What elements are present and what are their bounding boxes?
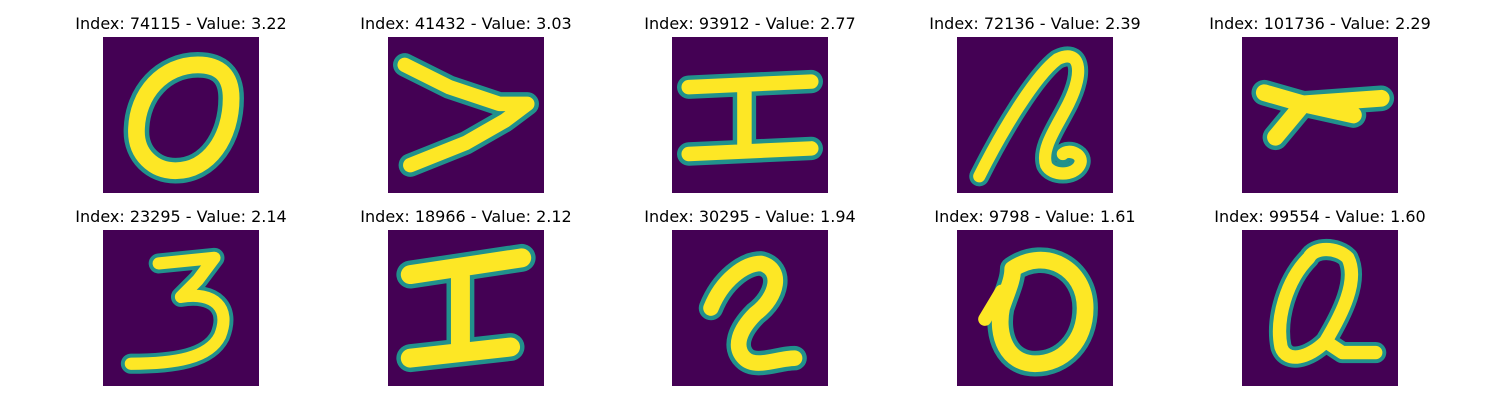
grid-panel-2: Index: 41432 - Value: 3.03	[360, 12, 572, 193]
grid-panel-3: Index: 93912 - Value: 2.77	[644, 12, 856, 193]
panel-title: Index: 23295 - Value: 2.14	[75, 207, 287, 226]
digit-image	[957, 37, 1113, 193]
grid-panel-9: Index: 9798 - Value: 1.61	[934, 205, 1136, 386]
panel-title: Index: 93912 - Value: 2.77	[644, 14, 856, 33]
digit-image	[388, 230, 544, 386]
grid-panel-8: Index: 30295 - Value: 1.94	[644, 205, 856, 386]
digit-image	[957, 230, 1113, 386]
digit-image	[1242, 230, 1398, 386]
panel-title: Index: 9798 - Value: 1.61	[934, 207, 1136, 226]
digit-image	[103, 230, 259, 386]
grid-panel-10: Index: 99554 - Value: 1.60	[1214, 205, 1426, 386]
panel-title: Index: 99554 - Value: 1.60	[1214, 207, 1426, 226]
grid-panel-5: Index: 101736 - Value: 2.29	[1209, 12, 1431, 193]
panel-title: Index: 74115 - Value: 3.22	[75, 14, 287, 33]
digit-image	[388, 37, 544, 193]
panel-title: Index: 72136 - Value: 2.39	[929, 14, 1141, 33]
grid-panel-4: Index: 72136 - Value: 2.39	[929, 12, 1141, 193]
grid-panel-6: Index: 23295 - Value: 2.14	[75, 205, 287, 386]
grid-panel-7: Index: 18966 - Value: 2.12	[360, 205, 572, 386]
digit-image	[672, 230, 828, 386]
panel-title: Index: 30295 - Value: 1.94	[644, 207, 856, 226]
digit-image	[1242, 37, 1398, 193]
panel-title: Index: 101736 - Value: 2.29	[1209, 14, 1431, 33]
panel-title: Index: 18966 - Value: 2.12	[360, 207, 572, 226]
grid-panel-1: Index: 74115 - Value: 3.22	[75, 12, 287, 193]
digit-image	[672, 37, 828, 193]
panel-title: Index: 41432 - Value: 3.03	[360, 14, 572, 33]
digit-image	[103, 37, 259, 193]
